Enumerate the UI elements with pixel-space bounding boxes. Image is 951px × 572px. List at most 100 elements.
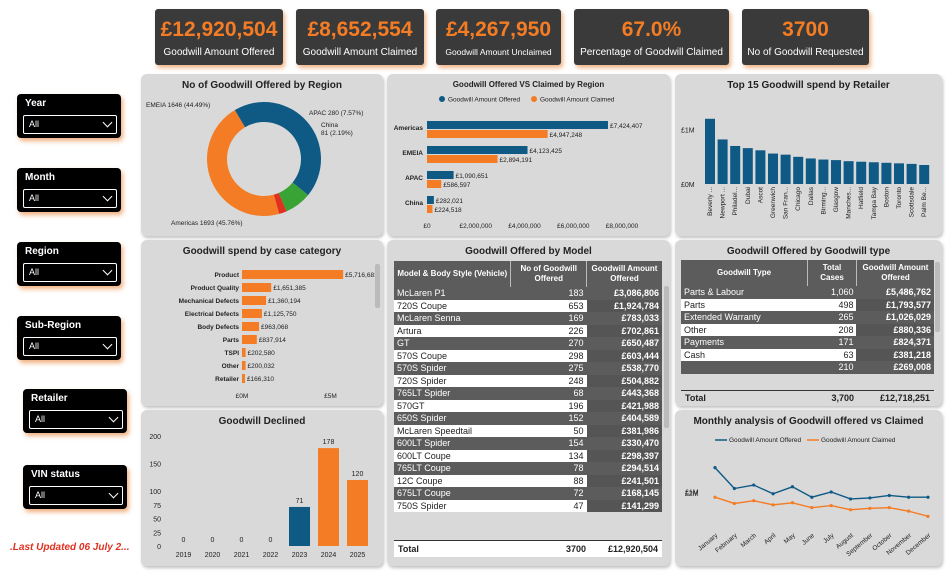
table-row[interactable]: McLaren Senna 169 £783,033 xyxy=(394,312,662,325)
table-row[interactable]: 750S Spider 47 £141,299 xyxy=(394,499,662,512)
table-row[interactable]: Parts 498 £1,793,577 xyxy=(681,298,934,311)
amount-cell: £381,218 xyxy=(856,348,934,361)
count-cell: 154 xyxy=(510,437,587,450)
scrollbar[interactable] xyxy=(375,264,380,308)
slicer-dropdown-year[interactable]: All xyxy=(23,115,117,134)
declined-chart: 0 25 50 75 100 150 200 0 2019 0 2020 0 2021 0 2022 71 20… xyxy=(149,434,368,559)
table-row[interactable]: GT 270 £650,487 xyxy=(394,337,662,350)
slicer-dropdown-sub-region[interactable]: All xyxy=(23,337,117,356)
data-point xyxy=(810,506,814,510)
column-header[interactable]: Model & Body Style (Vehicle) xyxy=(394,261,512,287)
slicer-dropdown-region[interactable]: All xyxy=(23,263,117,282)
table-row[interactable]: Payments 171 £824,371 xyxy=(681,336,934,349)
table-row[interactable]: Parts & Labour 1,060 £5,486,762 xyxy=(681,286,934,299)
table-row[interactable]: 720S Coupe 653 £1,924,784 xyxy=(394,299,662,312)
bar xyxy=(780,154,791,184)
table-row[interactable]: McLaren Speedtail 50 £381,986 xyxy=(394,424,662,437)
table-row[interactable]: 675LT Coupe 72 £168,145 xyxy=(394,487,662,500)
table-row[interactable]: 600LT Coupe 134 £298,397 xyxy=(394,449,662,462)
amount-cell: £783,033 xyxy=(586,312,662,325)
category-label: Philadel... xyxy=(732,187,739,216)
table-row[interactable]: 720S Spider 248 £504,882 xyxy=(394,374,662,387)
kpi-label: Percentage of Goodwill Claimed xyxy=(580,47,723,58)
column-header[interactable]: Total Cases xyxy=(807,260,857,286)
count-cell: 210 xyxy=(807,361,857,374)
table-row[interactable]: 650S Spider 152 £404,589 xyxy=(394,412,662,425)
scrollbar[interactable] xyxy=(664,286,669,428)
slicer-sub-region: Sub-Region All xyxy=(17,316,121,360)
data-point xyxy=(907,509,911,513)
column-header[interactable]: Goodwill Type xyxy=(681,260,809,286)
table-row[interactable]: Extended Warranty 265 £1,026,029 xyxy=(681,311,934,324)
slicer-value: All xyxy=(35,414,46,424)
kpi-card-requested: 3700 No of Goodwill Requested xyxy=(742,9,869,65)
bar xyxy=(242,348,246,357)
model-name-cell: Artura xyxy=(394,324,511,337)
slicer-month: Month All xyxy=(17,168,121,212)
data-point xyxy=(848,497,853,501)
legend-dot xyxy=(531,96,537,102)
data-label: £1,651,385 xyxy=(273,285,306,292)
column-header[interactable]: Goodwill Amount Offered xyxy=(586,261,662,287)
table-row[interactable]: McLaren P1 183 £3,086,806 xyxy=(394,287,662,300)
amount-cell: £538,770 xyxy=(586,362,662,375)
category-label: Beverly ... xyxy=(707,187,714,216)
panel-case-category: Goodwill spend by case category Product £… xyxy=(141,240,383,406)
bar xyxy=(242,283,272,292)
slicer-retailer: Retailer All xyxy=(23,389,127,433)
kpi-value: £12,920,504 xyxy=(160,18,278,41)
bar xyxy=(919,164,930,184)
data-point xyxy=(752,499,756,503)
data-label: £282,021 xyxy=(436,198,463,205)
slicer-dropdown-vin-status[interactable]: All xyxy=(29,486,123,505)
category-label: 2022 xyxy=(263,552,279,559)
data-point xyxy=(907,495,911,499)
month-label: February xyxy=(714,532,739,555)
category-label: China xyxy=(405,200,423,207)
table-row[interactable]: Other 208 £880,336 xyxy=(681,323,934,336)
table-row[interactable]: 570S Spider 275 £538,770 xyxy=(394,362,662,375)
tick-label: 75 xyxy=(153,503,161,510)
table-row[interactable]: 570S Coupe 298 £603,444 xyxy=(394,349,662,362)
bar xyxy=(242,361,246,370)
donut-label: 81 (2.19%) xyxy=(321,130,353,137)
data-point xyxy=(713,495,717,499)
data-point xyxy=(752,483,756,487)
model-name-cell: 12C Coupe xyxy=(394,474,511,487)
bar xyxy=(705,118,715,184)
bar xyxy=(894,163,904,184)
table-row[interactable]: 765LT Coupe 78 £294,514 xyxy=(394,462,662,475)
slicer-region: Region All xyxy=(17,242,121,286)
slicer-dropdown-retailer[interactable]: All xyxy=(29,410,123,429)
month-label: March xyxy=(740,532,759,549)
data-label: £963,068 xyxy=(261,324,288,331)
model-name-cell: 600LT Spider xyxy=(394,437,511,450)
kpi-label: Goodwill Amount Unclaimed xyxy=(445,47,552,57)
type-name-cell: Extended Warranty xyxy=(681,311,808,324)
type-name-cell: Parts & Labour xyxy=(681,286,808,299)
table-row[interactable]: Artura 226 £702,861 xyxy=(394,324,662,337)
category-label: APAC xyxy=(405,175,423,182)
column-header[interactable]: No of Goodwill Offered xyxy=(510,261,588,287)
data-point xyxy=(732,501,736,506)
amount-cell: £1,026,029 xyxy=(856,311,934,324)
region-donut-chart: Americas 1693 (45.76%) EMEIA 1646 (44.49%… xyxy=(146,102,363,227)
data-label: £2,894,191 xyxy=(500,157,533,164)
slicer-dropdown-month[interactable]: All xyxy=(23,189,117,208)
scrollbar[interactable] xyxy=(935,262,940,332)
data-label: £1,125,750 xyxy=(264,311,297,318)
bar xyxy=(242,270,344,279)
panel-title: Top 15 Goodwill spend by Retailer xyxy=(727,80,890,91)
tick-label: 100 xyxy=(149,489,161,496)
table-row[interactable]: 12C Coupe 88 £241,501 xyxy=(394,474,662,487)
series-line xyxy=(714,496,929,518)
table-row[interactable]: 765LT Spider 68 £443,368 xyxy=(394,387,662,400)
table-row[interactable]: 210 £269,008 xyxy=(681,361,934,374)
table-row[interactable]: Cash 63 £381,218 xyxy=(681,348,934,361)
data-label: 178 xyxy=(323,439,335,446)
table-row[interactable]: 570GT 196 £421,988 xyxy=(394,399,662,412)
table-row[interactable]: 600LT Spider 154 £330,470 xyxy=(394,437,662,450)
column-header[interactable]: Goodwill Amount Offered xyxy=(856,260,934,286)
bar xyxy=(427,180,442,188)
model-table: Model & Body Style (Vehicle) No of Goodw… xyxy=(394,261,662,512)
